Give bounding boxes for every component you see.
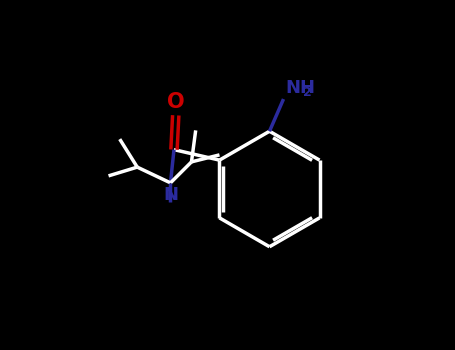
Text: O: O (167, 92, 185, 112)
Text: N: N (163, 186, 178, 204)
Text: NH: NH (285, 79, 315, 97)
Text: 2: 2 (303, 86, 312, 99)
